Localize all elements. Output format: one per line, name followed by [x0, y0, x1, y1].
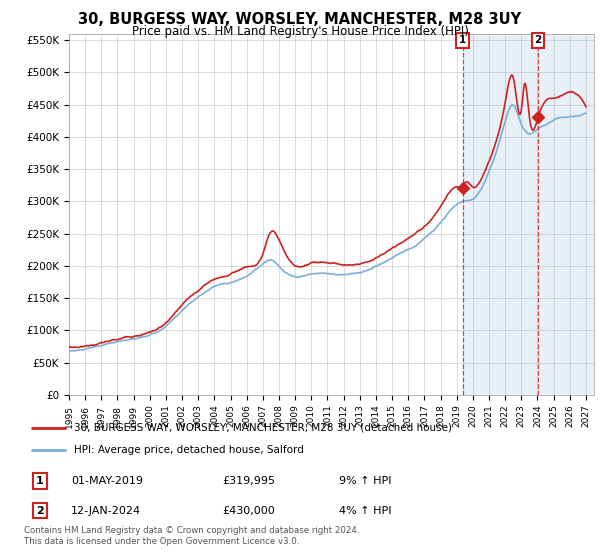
Text: Contains HM Land Registry data © Crown copyright and database right 2024.
This d: Contains HM Land Registry data © Crown c… [24, 526, 359, 546]
Text: £319,995: £319,995 [223, 476, 276, 486]
Text: 4% ↑ HPI: 4% ↑ HPI [338, 506, 391, 516]
Text: 30, BURGESS WAY, WORSLEY, MANCHESTER, M28 3UY: 30, BURGESS WAY, WORSLEY, MANCHESTER, M2… [79, 12, 521, 27]
Text: 2: 2 [535, 35, 542, 45]
Bar [463, 34, 594, 395]
Text: 1: 1 [36, 476, 44, 486]
Text: 1: 1 [459, 35, 466, 45]
Text: 2: 2 [36, 506, 44, 516]
Text: Price paid vs. HM Land Registry's House Price Index (HPI): Price paid vs. HM Land Registry's House … [131, 25, 469, 38]
Text: £430,000: £430,000 [223, 506, 275, 516]
Text: HPI: Average price, detached house, Salford: HPI: Average price, detached house, Salf… [74, 445, 304, 455]
Bar [538, 34, 594, 395]
Text: 12-JAN-2024: 12-JAN-2024 [71, 506, 141, 516]
Text: 9% ↑ HPI: 9% ↑ HPI [338, 476, 391, 486]
Text: 01-MAY-2019: 01-MAY-2019 [71, 476, 143, 486]
Text: 30, BURGESS WAY, WORSLEY, MANCHESTER, M28 3UY (detached house): 30, BURGESS WAY, WORSLEY, MANCHESTER, M2… [74, 423, 452, 433]
